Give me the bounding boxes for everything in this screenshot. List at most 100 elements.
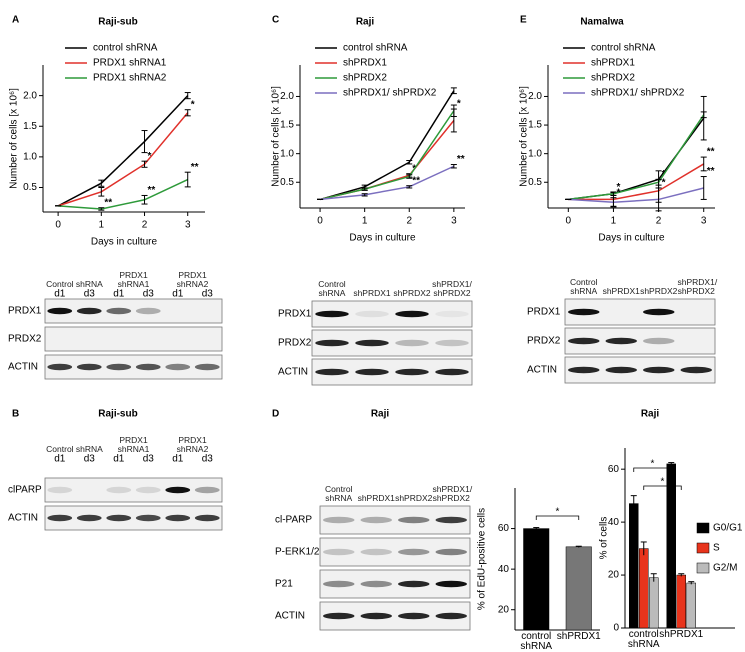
blot-title: Raji xyxy=(371,409,390,420)
significance-label: * xyxy=(616,182,620,193)
lane-day: d1 xyxy=(113,289,125,300)
legend-label: shPRDX2 xyxy=(343,73,387,84)
legend-label: control shRNA xyxy=(93,43,158,54)
blot-band xyxy=(323,580,355,588)
blot-band xyxy=(355,368,389,376)
blot-band xyxy=(135,363,161,371)
lane-day: d3 xyxy=(202,454,214,465)
legend-label: control shRNA xyxy=(343,43,408,54)
blot-band xyxy=(165,514,191,522)
legend-label: shPRDX1 xyxy=(343,58,387,69)
blot-band xyxy=(194,363,220,371)
significance-label: ** xyxy=(707,147,715,158)
x-tick-label: 3 xyxy=(701,216,707,227)
significance-label: * xyxy=(556,507,560,518)
line-series xyxy=(57,112,189,207)
panel-letter: D xyxy=(272,409,279,420)
significance-label: * xyxy=(457,99,461,110)
x-tick-label: 1 xyxy=(611,216,617,227)
legend-label: PRDX1 shRNA2 xyxy=(93,73,167,84)
y-tick-label: 2.0 xyxy=(23,90,37,101)
blot-row-label: ACTIN xyxy=(8,362,38,373)
x-tick-label: 1 xyxy=(362,216,368,227)
blot-row-label: P21 xyxy=(275,579,293,590)
blot-row-label: ACTIN xyxy=(527,365,557,376)
lane-day: d1 xyxy=(172,454,184,465)
blot-band xyxy=(355,310,389,318)
lane-label: PRDX1 shRNA1 xyxy=(117,270,150,289)
blot-band xyxy=(135,514,161,522)
significance-bracket xyxy=(535,515,580,520)
blot-band xyxy=(360,612,392,620)
significance-label: * xyxy=(661,477,665,488)
x-axis-label: Days in culture xyxy=(598,233,665,244)
significance-bracket xyxy=(633,467,672,472)
blot-row-label: PRDX1 xyxy=(8,306,42,317)
blot-band xyxy=(315,310,349,318)
significance-label: ** xyxy=(148,185,156,196)
blot-band xyxy=(398,516,430,524)
blot-band xyxy=(435,548,467,556)
lane-day: d1 xyxy=(113,454,125,465)
y-tick-label: 0 xyxy=(613,623,619,634)
legend-label: PRDX1 shRNA1 xyxy=(93,58,167,69)
blot-band xyxy=(106,486,132,494)
blot-band xyxy=(165,486,191,494)
lane-day: d1 xyxy=(172,289,184,300)
lane-label: PRDX1 shRNA1 xyxy=(117,435,150,454)
blot-band xyxy=(398,548,430,556)
blot-band xyxy=(568,366,600,374)
y-tick-label: 1.0 xyxy=(528,148,542,159)
significance-label: * xyxy=(148,151,152,162)
blot-row-label: ACTIN xyxy=(275,611,305,622)
panel-letter: B xyxy=(12,409,19,420)
lane-label: shPRDX1/ shPRDX2 xyxy=(432,484,473,503)
blot-band xyxy=(194,486,220,494)
y-tick-label: 0.5 xyxy=(528,177,542,188)
y-tick-label: 40 xyxy=(498,564,510,575)
x-tick-label: 2 xyxy=(656,216,662,227)
blot-band xyxy=(435,580,467,588)
y-tick-label: 20 xyxy=(498,604,510,615)
line-series xyxy=(319,90,455,201)
significance-label: ** xyxy=(707,166,715,177)
y-tick-label: 1.0 xyxy=(23,152,37,163)
lane-day: d3 xyxy=(84,454,96,465)
significance-label: * xyxy=(191,99,195,110)
y-axis-label: Number of cells [x 10⁶] xyxy=(9,88,20,189)
lane-day: d1 xyxy=(54,454,66,465)
blot-strip xyxy=(564,298,716,326)
blot-band xyxy=(605,337,637,345)
lane-day: d1 xyxy=(54,289,66,300)
x-tick-label: shPRDX1 xyxy=(556,631,601,642)
lane-label: shPRDX2 xyxy=(393,288,431,298)
blot-row-label: PRDX2 xyxy=(8,334,42,345)
blot-band xyxy=(395,368,429,376)
blot-row-label: cl-PARP xyxy=(275,515,312,526)
y-tick-label: 1.5 xyxy=(528,120,542,131)
lane-label: shPRDX2 xyxy=(395,493,433,503)
blot-band xyxy=(355,339,389,347)
panel-letter: C xyxy=(272,15,279,26)
line-series xyxy=(568,187,704,204)
blot-band xyxy=(106,363,132,371)
lane-label: shPRDX1 xyxy=(357,493,395,503)
blot-band xyxy=(315,368,349,376)
line-series xyxy=(58,178,189,210)
blot-strip xyxy=(44,354,223,380)
line-series xyxy=(319,120,455,201)
bar xyxy=(649,577,659,629)
blot-band xyxy=(680,366,712,374)
lane-label: Control shRNA xyxy=(318,279,346,298)
blot-band xyxy=(360,516,392,524)
line-series xyxy=(319,110,455,201)
blot-band xyxy=(323,548,355,556)
blot-row-label: PRDX2 xyxy=(527,336,561,347)
significance-label: ** xyxy=(104,197,112,208)
blot-band xyxy=(360,580,392,588)
legend-label: control shRNA xyxy=(591,43,656,54)
blot-strip xyxy=(44,298,223,324)
blot-band xyxy=(643,308,675,316)
lane-label: PRDX1 shRNA2 xyxy=(176,435,209,454)
legend-label: shPRDX1 xyxy=(591,58,635,69)
